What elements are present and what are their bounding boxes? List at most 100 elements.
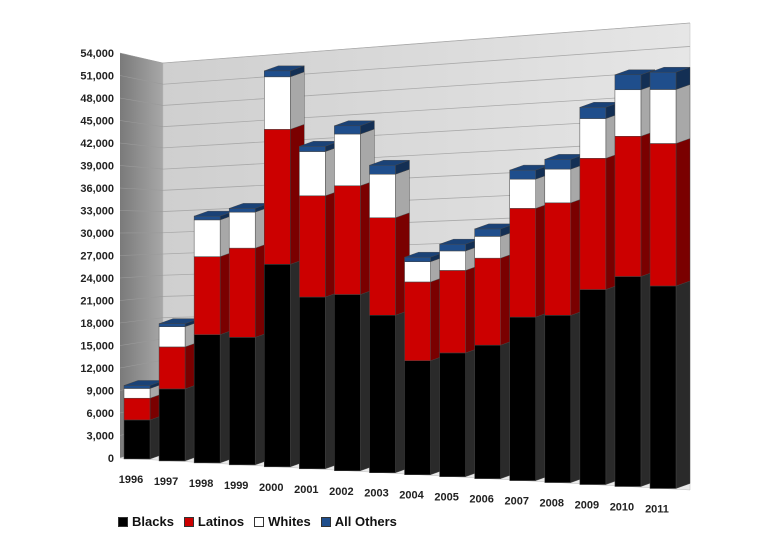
bar-segment <box>264 71 290 77</box>
bar-stack-1998 <box>194 211 234 463</box>
bar-segment <box>650 89 676 143</box>
x-tick-label: 2007 <box>504 496 528 508</box>
bar-segment <box>124 398 150 420</box>
y-tick-label: 3,000 <box>86 431 114 443</box>
bar-segment <box>475 236 501 258</box>
bar-segment <box>194 220 220 257</box>
bar-stack-1997 <box>159 319 199 461</box>
bar-segment <box>194 335 220 463</box>
bar-segment-side <box>395 169 409 218</box>
bar-segment <box>264 77 290 130</box>
bar-segment <box>194 216 220 220</box>
bar-segment <box>545 169 571 203</box>
y-tick-label: 12,000 <box>80 363 114 375</box>
bar-segment <box>334 186 360 295</box>
bar-segment <box>264 129 290 264</box>
y-tick-label: 24,000 <box>80 273 114 285</box>
bar-segment <box>615 90 641 137</box>
legend-swatch <box>254 517 264 527</box>
bar-stack-2009 <box>580 102 620 484</box>
bar-segment <box>299 152 325 196</box>
y-tick-label: 27,000 <box>80 251 114 263</box>
bar-segment <box>229 208 255 212</box>
bar-stack-2008 <box>545 154 585 482</box>
bar-segment <box>159 347 185 389</box>
bar-stack-2005 <box>440 239 480 476</box>
legend-label: Whites <box>268 514 311 529</box>
bar-segment <box>369 174 395 218</box>
x-tick-label: 1997 <box>154 476 178 488</box>
y-tick-label: 51,000 <box>80 71 114 83</box>
legend-label: All Others <box>335 514 397 529</box>
bar-segment <box>334 295 360 471</box>
bar-stack-2004 <box>405 252 445 474</box>
y-tick-label: 9,000 <box>86 386 114 398</box>
bar-segment <box>475 345 501 479</box>
bar-segment-side <box>676 84 690 143</box>
x-tick-label: 2008 <box>540 498 564 510</box>
x-tick-label: 2001 <box>294 484 318 496</box>
x-tick-label: 2005 <box>434 492 458 504</box>
legend-item-latinos: Latinos <box>184 514 244 529</box>
bar-segment <box>405 361 431 475</box>
y-tick-label: 30,000 <box>80 228 114 240</box>
bar-segment-side <box>676 281 690 489</box>
y-tick-label: 54,000 <box>80 48 114 60</box>
y-tick-label: 36,000 <box>80 183 114 195</box>
bar-stack-2001 <box>299 141 339 469</box>
bar-segment <box>124 385 150 388</box>
y-tick-label: 21,000 <box>80 296 114 308</box>
bar-stack-2011 <box>650 67 690 488</box>
bar-stack-2002 <box>334 121 374 471</box>
bar-segment <box>510 179 536 208</box>
legend-item-blacks: Blacks <box>118 514 174 529</box>
legend-label: Latinos <box>198 514 244 529</box>
bar-segment-side <box>290 72 304 130</box>
legend: Blacks Latinos Whites All Others <box>118 514 397 529</box>
bar-segment <box>475 258 501 345</box>
legend-item-whites: Whites <box>254 514 311 529</box>
bar-segment <box>299 297 325 469</box>
bar-segment <box>264 264 290 467</box>
x-tick-label: 2004 <box>399 490 424 502</box>
bar-segment <box>334 126 360 134</box>
bar-stack-1996 <box>124 380 164 459</box>
bar-segment <box>615 136 641 276</box>
bar-stack-1999 <box>229 203 269 465</box>
bar-segment <box>405 282 431 361</box>
bar-segment-side <box>676 138 690 286</box>
y-tick-label: 0 <box>108 453 114 465</box>
bar-stack-2010 <box>615 70 655 487</box>
y-axis-ticks: 03,0006,0009,00012,00015,00018,00021,000… <box>80 48 114 465</box>
x-tick-label: 2000 <box>259 482 283 494</box>
bar-segment <box>615 75 641 90</box>
x-tick-label: 1999 <box>224 480 248 492</box>
bar-segment <box>440 244 466 251</box>
bar-segment <box>405 262 431 282</box>
bar-segment <box>229 212 255 248</box>
bar-segment <box>475 229 501 237</box>
bar-segment <box>510 317 536 481</box>
x-tick-label: 2002 <box>329 486 353 498</box>
bar-stack-2000 <box>264 66 304 467</box>
bar-segment <box>580 158 606 289</box>
y-tick-label: 18,000 <box>80 318 114 330</box>
y-tick-label: 42,000 <box>80 138 114 150</box>
legend-swatch <box>118 517 128 527</box>
bar-stack-2003 <box>369 160 409 473</box>
legend-swatch <box>321 517 331 527</box>
bar-segment <box>194 257 220 335</box>
bar-segment <box>159 389 185 461</box>
bar-segment <box>369 165 395 174</box>
bar-segment <box>615 277 641 487</box>
bar-segment <box>334 134 360 186</box>
bar-segment <box>440 270 466 353</box>
bar-segment <box>510 208 536 317</box>
bar-segment <box>650 143 676 285</box>
bar-segment <box>405 257 431 262</box>
bar-segment <box>650 72 676 89</box>
x-tick-label: 2009 <box>575 500 599 512</box>
bar-segment <box>299 146 325 151</box>
